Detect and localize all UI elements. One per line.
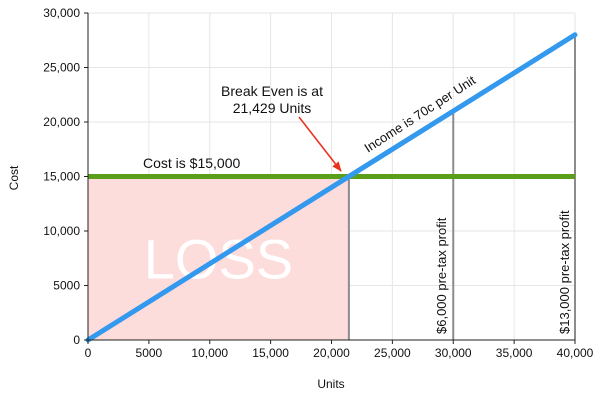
cost-label: Cost is $15,000 bbox=[143, 155, 240, 171]
x-tick-label: 15,000 bbox=[252, 346, 289, 360]
y-tick-label: 5000 bbox=[53, 279, 80, 293]
x-tick-label: 20,000 bbox=[313, 346, 350, 360]
y-tick-label: 20,000 bbox=[43, 115, 80, 129]
break-even-label-line2: 21,429 Units bbox=[233, 100, 312, 116]
break-even-arrow bbox=[298, 116, 342, 172]
profit-markers bbox=[347, 34, 576, 340]
break-even-label-line1: Break Even is at bbox=[221, 83, 323, 99]
x-tick-label: 0 bbox=[85, 346, 92, 360]
x-tick-label: 40,000 bbox=[557, 346, 594, 360]
y-tick-label: 15,000 bbox=[43, 170, 80, 184]
income-line bbox=[85, 32, 578, 343]
y-tick-label: 0 bbox=[73, 333, 80, 347]
y-tick-label: 10,000 bbox=[43, 224, 80, 238]
y-tick-label: 25,000 bbox=[43, 61, 80, 75]
x-tick-label: 35,000 bbox=[496, 346, 533, 360]
tick-labels: 0 5000 10,000 15,000 20,000 25,000 30,000 35,00… bbox=[43, 6, 593, 360]
x-tick-label: 5000 bbox=[136, 346, 163, 360]
x-tick-label: 10,000 bbox=[191, 346, 228, 360]
x-tick-label: 30,000 bbox=[435, 346, 472, 360]
x-tick-label: 25,000 bbox=[374, 346, 411, 360]
y-tick-label: 30,000 bbox=[43, 6, 80, 20]
y-axis-label: Cost bbox=[7, 165, 21, 190]
profit-label-40000: $13,000 pre-tax profit bbox=[557, 210, 572, 334]
x-axis-label: Units bbox=[317, 377, 344, 391]
profit-label-30000: $6,000 pre-tax profit bbox=[434, 217, 449, 334]
